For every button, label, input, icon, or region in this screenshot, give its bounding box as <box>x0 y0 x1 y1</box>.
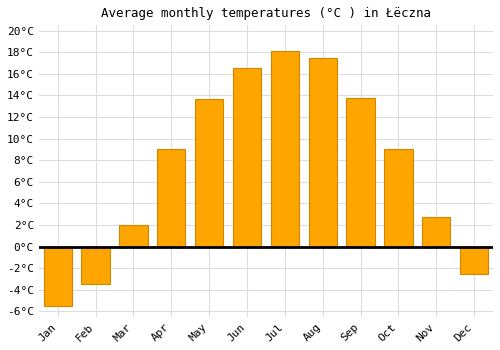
Bar <box>119 225 148 247</box>
Bar <box>270 51 299 247</box>
Bar <box>44 247 72 306</box>
Bar <box>346 98 375 247</box>
Bar <box>157 149 186 247</box>
Bar <box>460 247 488 274</box>
Bar <box>195 99 224 247</box>
Title: Average monthly temperatures (°C ) in Łëczna: Average monthly temperatures (°C ) in Łë… <box>101 7 431 20</box>
Bar <box>384 149 412 247</box>
Bar <box>233 69 261 247</box>
Bar <box>308 58 337 247</box>
Bar <box>82 247 110 285</box>
Bar <box>422 217 450 247</box>
